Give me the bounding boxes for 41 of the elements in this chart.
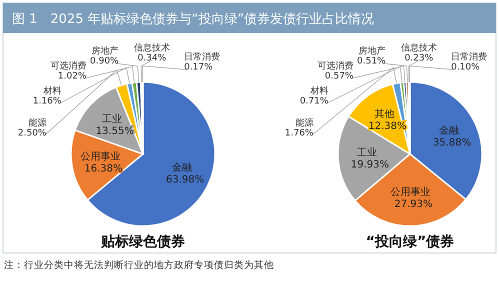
slice-label: 可选消费 (317, 60, 354, 72)
slice-label: 其他 (374, 108, 394, 120)
slice-label: 房地产 (92, 45, 119, 56)
data-label: 0.23% (404, 53, 434, 64)
data-label: 2.50% (18, 128, 47, 139)
data-label: 1.76% (284, 128, 314, 139)
text: 贴标绿色债券 (100, 234, 185, 250)
slice-label: 日常消费 (184, 52, 220, 63)
slice-label: 材料 (309, 85, 328, 96)
data-label: 0.10% (451, 62, 480, 73)
data-label: 13.55% (96, 126, 134, 138)
data-label: 0.34% (138, 53, 167, 64)
text: “投向绿”债券 (366, 234, 454, 250)
data-label: 0.57% (324, 71, 354, 82)
slice-label: 公用事业 (390, 186, 430, 198)
data-label: 0.51% (357, 56, 386, 66)
slice-label: 工业 (356, 146, 377, 158)
slice-label: 金融 (439, 124, 460, 136)
data-label: 0.17% (184, 62, 214, 73)
slice-label: 公用事业 (80, 150, 120, 163)
data-label: 0.71% (300, 96, 329, 106)
slice-label: 可选消费 (50, 60, 86, 72)
data-label: 19.93% (350, 159, 389, 170)
slice-label: 能源 (295, 118, 314, 129)
data-label: 0.90% (90, 56, 120, 66)
data-label: 35.88% (432, 137, 472, 148)
slice-label: 日常消费 (451, 52, 488, 63)
text: 注：行业分类中将无法判断行业的地方政府专项债归类为其他 (4, 259, 274, 271)
data-label: 16.38% (84, 164, 123, 175)
data-label: 27.93% (394, 199, 432, 210)
data-label: 1.16% (32, 96, 62, 106)
data-label: 1.02% (58, 71, 87, 82)
data-label: 63.98% (166, 174, 204, 186)
slice-label: 信息技术 (400, 42, 437, 54)
slice-label: 工业 (102, 113, 122, 126)
slice-label: 信息技术 (134, 42, 170, 54)
slice-label: 材料 (42, 85, 62, 96)
slice-label: 房地产 (358, 45, 386, 56)
chart-title: 图 1 2025 年贴标绿色债券与“投向绿”债券发债行业占比情况 (12, 12, 374, 27)
slice-label: 金融 (172, 161, 192, 174)
slice-label: 能源 (28, 118, 46, 129)
